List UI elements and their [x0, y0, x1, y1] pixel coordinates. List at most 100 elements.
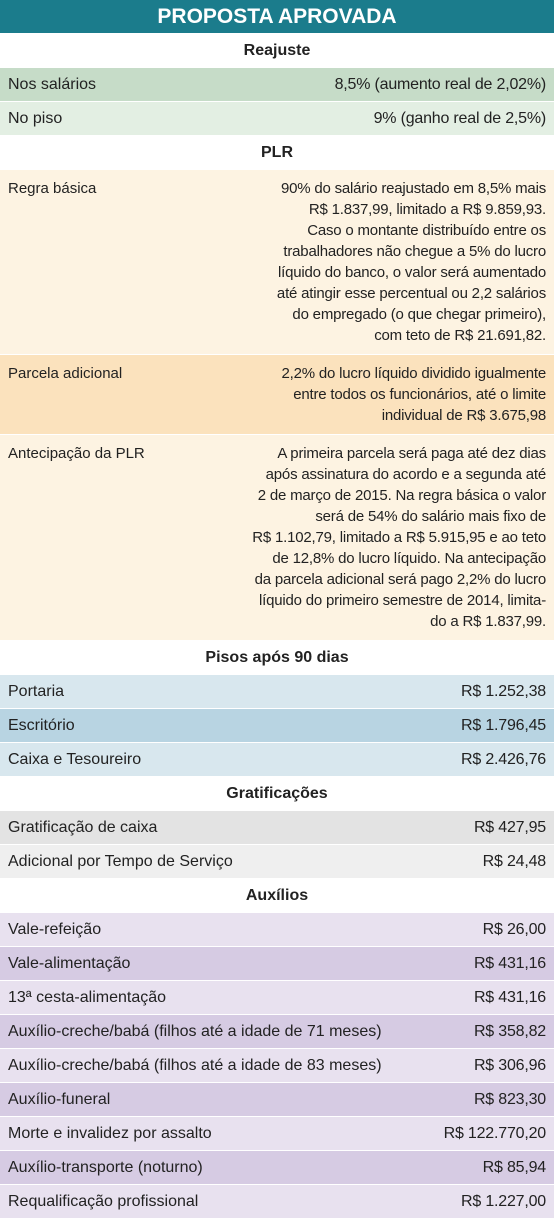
row-value: R$ 24,48	[482, 852, 547, 871]
table-row: Vale-alimentação R$ 431,16	[0, 947, 554, 981]
row-label: Escritório	[8, 716, 75, 734]
value-line: R$ 2.426,76	[461, 750, 546, 768]
row-value: R$ 26,00	[482, 920, 547, 939]
table-row: Auxílio-creche/babá (filhos até a idade …	[0, 1015, 554, 1049]
value-line: trabalhadores não chegue a 5% do lucro	[283, 243, 546, 260]
value-line: de 12,8% do lucro líquido. Na antecipaçã…	[272, 550, 546, 567]
row-value: 90% do salário reajustado em 8,5% mais R$…	[277, 178, 546, 346]
row-label: Morte e invalidez por assalto	[8, 1124, 212, 1142]
value-line: A primeira parcela será paga até dez dia…	[277, 445, 546, 462]
row-label: Auxílio-transporte (noturno)	[8, 1158, 203, 1176]
table-row: Requalificação profissional R$ 1.227,00	[0, 1185, 554, 1219]
value-line: entre todos os funcionários, até o limit…	[293, 386, 546, 403]
row-label: 13ª cesta-alimentação	[8, 988, 167, 1006]
table-row: Vale-refeição R$ 26,00	[0, 913, 554, 947]
value-line: R$ 431,16	[473, 988, 546, 1006]
row-label: Parcela adicional	[8, 365, 123, 382]
table-row: Auxílio-creche/babá (filhos até a idade …	[0, 1049, 554, 1083]
row-label: Auxílio-funeral	[8, 1090, 111, 1108]
value-line: líquido do primeiro semestre de 2014, li…	[259, 592, 546, 609]
value-line: Caso o montante distribuído entre os	[307, 222, 546, 239]
row-label: No piso	[8, 109, 63, 127]
row-value: R$ 122.770,20	[443, 1124, 547, 1143]
content: Reajuste Nos salários 8,5% (aumento real d…	[0, 34, 554, 1219]
row-value: A primeira parcela será paga até dez dia…	[252, 443, 546, 632]
value-line: R$ 26,00	[482, 920, 547, 938]
table-row: 13ª cesta-alimentação R$ 431,16	[0, 981, 554, 1015]
value-line: R$ 306,96	[473, 1056, 546, 1074]
value-line: R$ 431,16	[473, 954, 546, 972]
row-label: Caixa e Tesoureiro	[8, 750, 142, 768]
row-label: Antecipação da PLR	[8, 445, 145, 462]
value-line: R$ 122.770,20	[443, 1124, 547, 1142]
row-value: R$ 823,30	[474, 1091, 546, 1109]
table-row: Auxílio-transporte (noturno) R$ 85,94	[0, 1151, 554, 1185]
row-label: Nos salários	[8, 75, 97, 93]
table-row: Auxílio-funeral R$ 823,30	[0, 1083, 554, 1117]
row-value: R$ 358,82	[474, 1023, 546, 1041]
value-line: com teto de R$ 21.691,82.	[374, 327, 546, 344]
value-line: 2,2% do lucro líquido dividido igualment…	[281, 365, 547, 382]
table-row: Nos salários 8,5% (aumento real de 2,02%)	[0, 68, 554, 102]
value-line: 2 de março de 2015. Na regra básica o va…	[257, 487, 546, 504]
row-value: R$ 306,96	[474, 1057, 546, 1075]
value-line: até atingir esse percentual ou 2,2 salár…	[276, 285, 546, 302]
table-row: Regra básica 90% do salário reajustado em…	[0, 170, 554, 355]
row-value: R$ 427,95	[474, 819, 546, 837]
value-line: do a R$ 1.837,99.	[430, 613, 546, 630]
value-line: individual de R$ 3.675,98	[381, 407, 546, 424]
value-line: R$ 1.227,00	[461, 1192, 546, 1210]
row-value: R$ 85,94	[482, 1158, 547, 1177]
value-line: R$ 427,95	[473, 818, 546, 836]
row-value: 8,5% (aumento real de 2,02%)	[334, 75, 547, 94]
value-line: R$ 85,94	[482, 1158, 547, 1176]
row-value: R$ 2.426,76	[461, 751, 546, 769]
table-row: Caixa e Tesoureiro R$ 2.426,76	[0, 743, 554, 777]
value-line: da parcela adicional será pago 2,2% do l…	[254, 571, 547, 588]
value-line: R$ 1.837,99, limitado a R$ 9.859,93.	[308, 201, 546, 218]
title-bar: PROPOSTA APROVADA	[0, 0, 554, 34]
value-line: R$ 1.252,38	[461, 682, 546, 700]
section-header: Auxílios	[0, 879, 554, 913]
row-label: Adicional por Tempo de Serviço	[8, 852, 233, 870]
value-line: 90% do salário reajustado em 8,5% mais	[280, 180, 546, 197]
value-line: R$ 1.796,45	[461, 716, 546, 734]
table-row: Portaria R$ 1.252,38	[0, 675, 554, 709]
row-label: Vale-refeição	[8, 920, 102, 938]
row-value: R$ 1.796,45	[461, 717, 546, 735]
row-label: Portaria	[8, 682, 65, 700]
row-label: Requalificação profissional	[8, 1192, 199, 1210]
row-value: 9% (ganho real de 2,5%)	[373, 109, 547, 128]
table-row: Adicional por Tempo de Serviço R$ 24,48	[0, 845, 554, 879]
table-row: Parcela adicional 2,2% do lucro líquido d…	[0, 355, 554, 435]
value-line: R$ 24,48	[482, 852, 547, 870]
value-line: R$ 358,82	[473, 1022, 546, 1040]
row-value: R$ 431,16	[474, 989, 546, 1007]
value-line: R$ 1.102,79, limitado a R$ 5.915,95 e ao…	[252, 529, 546, 546]
value-line: líquido do banco, o valor será aumentado	[277, 264, 546, 281]
row-value: 2,2% do lucro líquido dividido igualment…	[281, 363, 547, 426]
row-value: R$ 1.227,00	[461, 1193, 546, 1211]
row-label: Regra básica	[8, 180, 97, 197]
table-row: Escritório R$ 1.796,45	[0, 709, 554, 743]
row-label: Auxílio-creche/babá (filhos até a idade …	[8, 1056, 382, 1074]
value-line: do empregado (o que chegar primeiro),	[292, 306, 546, 323]
row-label: Vale-alimentação	[8, 954, 131, 972]
row-value: R$ 431,16	[474, 955, 546, 973]
section-header: Gratificações	[0, 777, 554, 811]
table-row: Morte e invalidez por assalto R$ 122.770,…	[0, 1117, 554, 1151]
row-value: R$ 1.252,38	[461, 683, 546, 701]
table-row: Gratificação de caixa R$ 427,95	[0, 811, 554, 845]
value-line: R$ 823,30	[473, 1090, 546, 1108]
section-header: Pisos após 90 dias	[0, 641, 554, 675]
section-header: Reajuste	[0, 34, 554, 68]
value-line: 8,5% (aumento real de 2,02%)	[334, 75, 547, 93]
row-label: Gratificação de caixa	[8, 818, 158, 836]
row-label: Auxílio-creche/babá (filhos até a idade …	[8, 1022, 382, 1040]
value-line: 9% (ganho real de 2,5%)	[373, 109, 547, 127]
section-header: PLR	[0, 136, 554, 170]
table-row: No piso 9% (ganho real de 2,5%)	[0, 102, 554, 136]
table-row: Antecipação da PLR A primeira parcela ser…	[0, 435, 554, 641]
value-line: será de 54% do salário mais fixo de	[315, 508, 546, 525]
